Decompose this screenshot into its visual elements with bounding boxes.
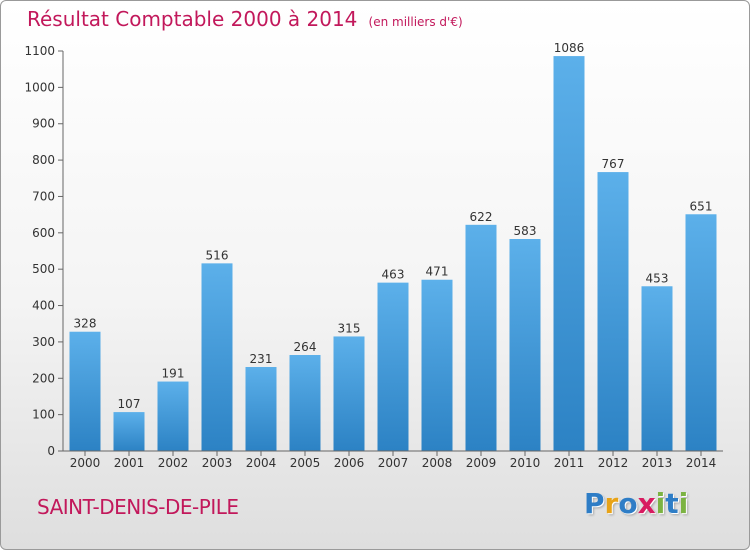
y-tick-label: 300 bbox=[32, 335, 55, 349]
y-tick-label: 200 bbox=[32, 371, 55, 385]
x-tick-label: 2010 bbox=[510, 456, 541, 470]
bar-value-label: 315 bbox=[338, 321, 361, 335]
y-tick-label: 100 bbox=[32, 408, 55, 422]
chart-title: Résultat Comptable 2000 à 2014 bbox=[27, 7, 358, 31]
bar bbox=[685, 214, 717, 451]
x-tick-label: 2001 bbox=[114, 456, 145, 470]
x-tick-label: 2007 bbox=[378, 456, 409, 470]
bar-value-label: 767 bbox=[602, 157, 625, 171]
bar bbox=[641, 286, 673, 451]
bar-value-label: 453 bbox=[646, 271, 669, 285]
bar bbox=[289, 355, 321, 451]
x-tick-label: 2012 bbox=[598, 456, 629, 470]
logo-letter: i bbox=[678, 487, 689, 520]
x-tick-label: 2013 bbox=[642, 456, 673, 470]
logo-letter: t bbox=[665, 487, 679, 520]
logo-letter: x bbox=[637, 487, 656, 520]
y-tick-label: 700 bbox=[32, 189, 55, 203]
y-tick-label: 800 bbox=[32, 153, 55, 167]
bar-value-label: 651 bbox=[690, 199, 713, 213]
logo-letter: r bbox=[604, 487, 619, 520]
commune-name: SAINT-DENIS-DE-PILE bbox=[37, 495, 239, 519]
bar bbox=[597, 172, 629, 451]
x-tick-label: 2000 bbox=[70, 456, 101, 470]
bar-value-label: 463 bbox=[382, 268, 405, 282]
y-tick-label: 500 bbox=[32, 262, 55, 276]
bar bbox=[69, 331, 101, 451]
bar-value-label: 107 bbox=[118, 397, 141, 411]
x-tick-label: 2006 bbox=[334, 456, 365, 470]
bar bbox=[333, 336, 365, 451]
bar bbox=[421, 279, 453, 451]
x-tick-label: 2004 bbox=[246, 456, 277, 470]
bar-value-label: 231 bbox=[250, 352, 273, 366]
y-tick-label: 1000 bbox=[24, 80, 55, 94]
x-tick-label: 2009 bbox=[466, 456, 497, 470]
proxiti-logo: Proxiti bbox=[584, 487, 688, 520]
title-row: Résultat Comptable 2000 à 2014 (en milli… bbox=[27, 7, 463, 31]
y-tick-label: 600 bbox=[32, 226, 55, 240]
x-tick-label: 2008 bbox=[422, 456, 453, 470]
y-tick-label: 0 bbox=[47, 444, 55, 458]
logo-letter: P bbox=[584, 487, 605, 520]
chart-subtitle: (en milliers d'€) bbox=[368, 15, 463, 29]
bar bbox=[465, 224, 497, 451]
bar-value-label: 328 bbox=[74, 317, 97, 331]
bar bbox=[245, 367, 277, 451]
bar-value-label: 516 bbox=[206, 248, 229, 262]
x-tick-label: 2002 bbox=[158, 456, 189, 470]
x-tick-label: 2003 bbox=[202, 456, 233, 470]
logo-letter: o bbox=[618, 487, 638, 520]
bar-value-label: 583 bbox=[514, 224, 537, 238]
y-tick-label: 1100 bbox=[24, 44, 55, 58]
logo-letter: i bbox=[655, 487, 666, 520]
bar bbox=[157, 381, 189, 451]
bar-value-label: 264 bbox=[294, 340, 317, 354]
bar bbox=[201, 263, 233, 451]
bar bbox=[377, 282, 409, 451]
bar-value-label: 622 bbox=[470, 210, 493, 224]
x-tick-label: 2011 bbox=[554, 456, 585, 470]
x-tick-label: 2005 bbox=[290, 456, 321, 470]
bar-value-label: 191 bbox=[162, 367, 185, 381]
bar bbox=[509, 239, 541, 451]
bar-value-label: 1086 bbox=[554, 41, 585, 55]
bar bbox=[553, 56, 585, 451]
y-tick-label: 900 bbox=[32, 117, 55, 131]
bar bbox=[113, 412, 145, 451]
y-tick-label: 400 bbox=[32, 299, 55, 313]
x-tick-label: 2014 bbox=[686, 456, 717, 470]
bar-value-label: 471 bbox=[426, 265, 449, 279]
